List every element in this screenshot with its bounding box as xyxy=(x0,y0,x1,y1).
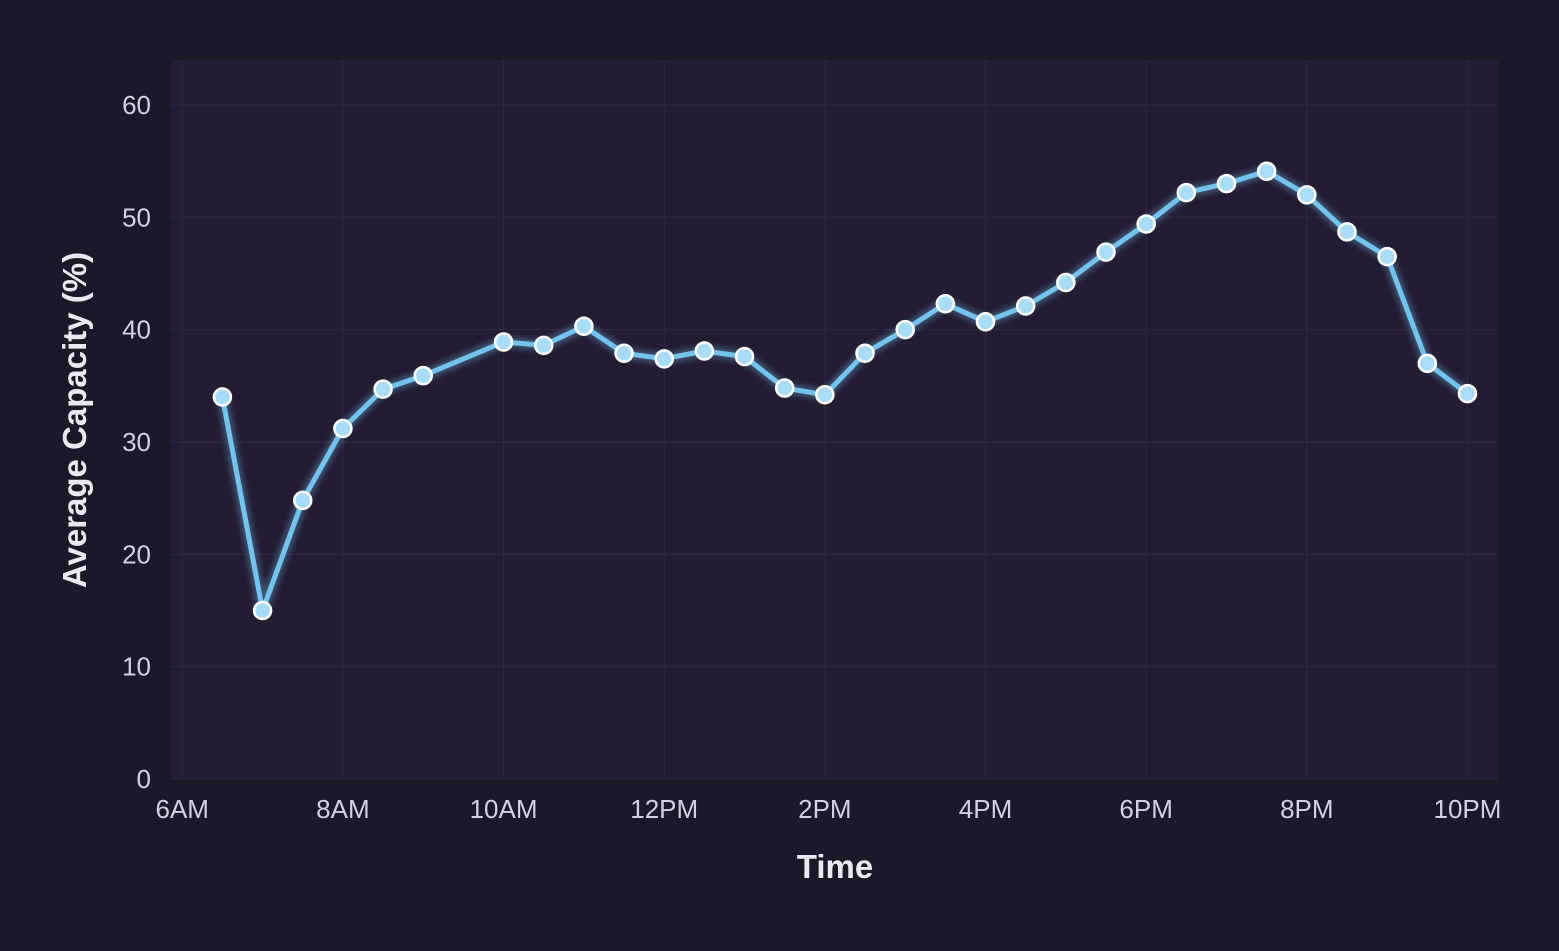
x-tick-label: 8AM xyxy=(316,794,369,824)
x-tick-label: 2PM xyxy=(798,794,851,824)
data-point xyxy=(252,600,273,621)
data-point xyxy=(614,343,634,363)
data-point xyxy=(734,346,755,367)
y-axis: 0 10 20 30 40 50 60 xyxy=(122,90,151,794)
data-point xyxy=(212,387,233,407)
x-tick-label: 6AM xyxy=(156,794,209,824)
data-point xyxy=(373,379,393,399)
data-point xyxy=(1337,222,1357,242)
data-point xyxy=(413,365,433,386)
data-point xyxy=(774,378,795,398)
plot-area xyxy=(171,60,1498,779)
data-point xyxy=(694,341,715,361)
y-tick-label: 50 xyxy=(122,202,151,232)
data-point xyxy=(935,294,956,314)
y-tick-label: 0 xyxy=(137,764,151,794)
y-axis-title: Average Capacity (%) xyxy=(56,252,93,588)
x-tick-label: 12PM xyxy=(630,794,698,824)
data-point xyxy=(815,385,835,405)
x-tick-label: 4PM xyxy=(959,794,1012,824)
data-point xyxy=(493,332,514,352)
y-tick-label: 60 xyxy=(122,90,151,120)
x-tick-label: 10PM xyxy=(1434,794,1502,824)
data-point xyxy=(1297,185,1317,205)
y-tick-label: 30 xyxy=(122,427,151,457)
data-point xyxy=(333,418,353,439)
x-tick-label: 8PM xyxy=(1280,794,1333,824)
data-point xyxy=(1457,383,1478,404)
y-tick-label: 40 xyxy=(122,315,151,345)
x-tick-label: 6PM xyxy=(1119,794,1172,824)
data-point xyxy=(1136,214,1156,234)
series xyxy=(212,161,1478,621)
data-point xyxy=(855,343,875,363)
data-point xyxy=(1417,353,1438,374)
x-axis-title: Time xyxy=(797,848,873,885)
data-point xyxy=(1216,173,1237,194)
data-point xyxy=(292,490,313,511)
x-tick-label: 10AM xyxy=(470,794,538,824)
y-tick-label: 10 xyxy=(122,652,151,682)
data-point xyxy=(654,349,674,369)
data-point xyxy=(1056,272,1076,293)
data-point xyxy=(1256,161,1277,181)
data-point xyxy=(533,335,554,356)
data-point xyxy=(1096,242,1116,262)
y-tick-label: 20 xyxy=(122,539,151,569)
data-point xyxy=(1176,182,1197,203)
data-point xyxy=(1377,246,1397,267)
data-point xyxy=(895,319,915,340)
x-axis: 6AM 8AM 10AM 12PM 2PM 4PM 6PM 8PM 10PM xyxy=(156,794,1502,824)
grid xyxy=(171,60,1498,780)
data-point xyxy=(1015,296,1036,316)
data-point xyxy=(574,316,594,337)
data-point xyxy=(975,312,996,332)
